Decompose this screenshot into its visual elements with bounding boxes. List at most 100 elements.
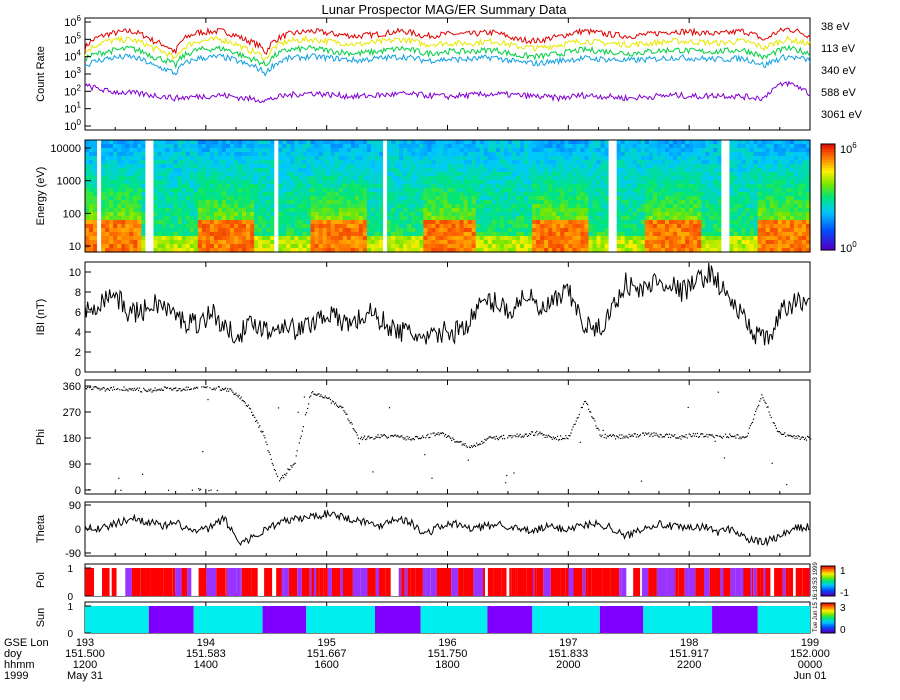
spectrogram-cell bbox=[302, 164, 308, 169]
spectrogram-cell bbox=[149, 188, 155, 193]
spectrogram-cell bbox=[89, 156, 94, 161]
spectrogram-cell bbox=[721, 156, 727, 161]
spectrogram-cell bbox=[669, 160, 674, 165]
spectrogram-cell bbox=[334, 180, 340, 185]
spectrogram-cell bbox=[463, 216, 469, 221]
spectrogram-cell bbox=[507, 176, 513, 181]
spectrogram-cell bbox=[717, 212, 722, 217]
spectrogram-cell bbox=[366, 196, 372, 201]
spectrogram-cell bbox=[665, 244, 670, 249]
spectrogram-cell bbox=[189, 172, 195, 177]
spectrogram-cell bbox=[709, 164, 714, 169]
spectrogram-cell bbox=[673, 240, 678, 245]
spectrogram-cell bbox=[600, 156, 606, 161]
spectrogram-cell bbox=[362, 160, 368, 165]
spectrogram-cell bbox=[604, 212, 610, 217]
spectrogram-cell bbox=[616, 188, 622, 193]
spectrogram-cell bbox=[314, 236, 320, 241]
spectrogram-cell bbox=[576, 164, 582, 169]
spectrogram-cell bbox=[644, 212, 650, 217]
spectrogram-cell bbox=[669, 196, 674, 201]
spectrogram-cell bbox=[640, 240, 646, 245]
spectrogram-cell bbox=[274, 244, 279, 249]
spectrogram-cell bbox=[693, 216, 698, 221]
spectrogram-cell bbox=[193, 224, 199, 229]
spectrogram-cell bbox=[262, 212, 267, 217]
spectrogram-cell bbox=[616, 212, 622, 217]
spectrogram-cell bbox=[455, 240, 461, 245]
spectrogram-cell bbox=[221, 228, 227, 233]
spectrogram-cell bbox=[584, 172, 590, 177]
spectrogram-cell bbox=[503, 196, 509, 201]
spectrogram-cell bbox=[93, 184, 98, 189]
spectrogram-cell bbox=[101, 224, 106, 229]
spectrogram-cell bbox=[246, 232, 251, 237]
spectrogram-cell bbox=[552, 140, 557, 145]
spectrogram-cell bbox=[415, 212, 420, 217]
spectrogram-cell bbox=[379, 208, 384, 213]
spectrogram-cell bbox=[592, 236, 598, 241]
spectrogram-cell bbox=[379, 232, 384, 237]
spectrogram-cell bbox=[729, 184, 735, 189]
spectrogram-cell bbox=[709, 244, 714, 249]
spectrogram-cell bbox=[169, 196, 175, 201]
spectrogram-cell bbox=[221, 248, 227, 253]
spectrogram-cell bbox=[165, 244, 171, 249]
spectrogram-cell bbox=[564, 204, 569, 209]
spectrogram-cell bbox=[225, 144, 231, 149]
spectrogram-cell bbox=[169, 216, 175, 221]
spectrogram-cell bbox=[725, 220, 731, 225]
spectrogram-cell bbox=[89, 220, 94, 225]
spectrogram-cell bbox=[338, 228, 344, 233]
spectrogram-cell bbox=[383, 188, 388, 193]
spectrogram-cell bbox=[729, 228, 735, 233]
spectrogram-cell bbox=[665, 148, 670, 153]
spectrogram-cell bbox=[588, 188, 594, 193]
spectrogram-cell bbox=[451, 196, 457, 201]
spectrogram-cell bbox=[556, 188, 561, 193]
spectrogram-cell bbox=[592, 140, 598, 145]
spectrogram-cell bbox=[125, 164, 130, 169]
spectrogram-cell bbox=[491, 148, 497, 153]
spectrogram-cell bbox=[375, 236, 380, 241]
spectrogram-cell bbox=[379, 220, 384, 225]
spectrogram-cell bbox=[403, 244, 408, 249]
spectrogram-cell bbox=[673, 148, 678, 153]
spectrogram-cell bbox=[725, 152, 731, 157]
spectrogram-cell bbox=[761, 204, 767, 209]
spectrogram-cell bbox=[169, 164, 175, 169]
spectrogram-cell bbox=[572, 224, 577, 229]
spectrogram-cell bbox=[395, 168, 400, 173]
spectrogram-cell bbox=[652, 156, 658, 161]
spectrogram-cell bbox=[471, 236, 477, 241]
spectrogram-cell bbox=[165, 160, 171, 165]
spectrogram-cell bbox=[173, 216, 179, 221]
spectrogram-cell bbox=[483, 188, 489, 193]
spectrogram-cell bbox=[246, 216, 251, 221]
spectrogram-cell bbox=[101, 200, 106, 205]
spectrogram-cell bbox=[697, 188, 702, 193]
spectrogram-cell bbox=[520, 184, 525, 189]
spectrogram-cell bbox=[576, 228, 582, 233]
spectrogram-cell bbox=[282, 176, 287, 181]
spectrogram-cell bbox=[697, 152, 702, 157]
spectrogram-cell bbox=[350, 156, 356, 161]
spectrogram-cell bbox=[375, 200, 380, 205]
spectrogram-cell bbox=[383, 152, 388, 157]
spectrogram-cell bbox=[669, 216, 674, 221]
spectrogram-cell bbox=[636, 144, 642, 149]
spectrogram-cell bbox=[250, 176, 255, 181]
spectrogram-cell bbox=[185, 204, 191, 209]
spectrogram-cell bbox=[524, 232, 529, 237]
spectrogram-cell bbox=[330, 212, 336, 217]
spectrogram-cell bbox=[644, 244, 650, 249]
spectrogram-cell bbox=[306, 148, 312, 153]
spectrogram-cell bbox=[169, 212, 175, 217]
spectrogram-cell bbox=[310, 208, 316, 213]
spectrogram-cell bbox=[370, 192, 376, 197]
spectrogram-cell bbox=[379, 148, 384, 153]
spectrogram-cell bbox=[137, 172, 142, 177]
spectrogram-cell bbox=[169, 168, 175, 173]
spectrogram-cell bbox=[495, 228, 501, 233]
spectrogram-cell bbox=[270, 184, 275, 189]
